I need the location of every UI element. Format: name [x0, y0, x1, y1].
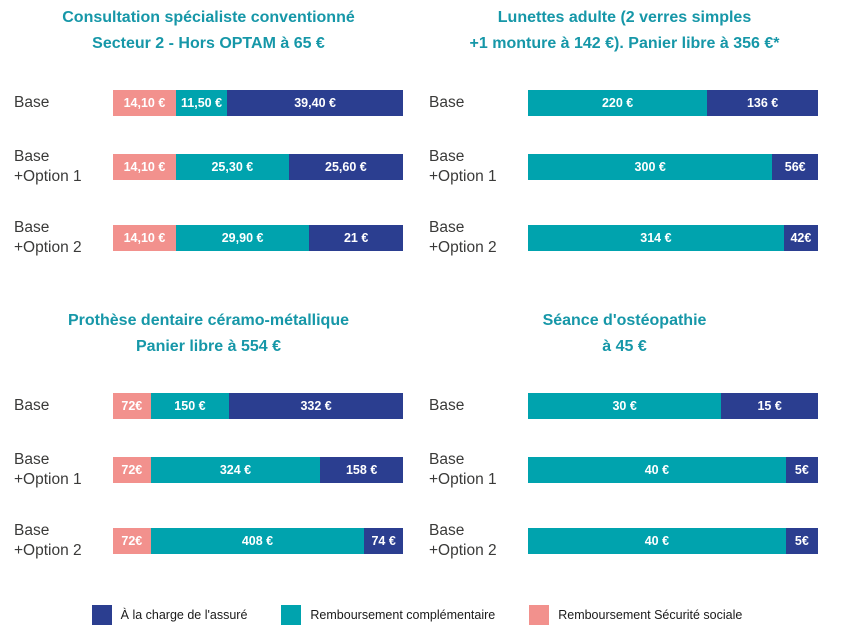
row-label: Base [14, 397, 50, 414]
bar-segment-complementaire: 408 € [150, 528, 365, 554]
chart-title: Consultation spécialiste conventionné Se… [14, 5, 403, 57]
chart-row: Base +Option 2 314 €42€ [429, 218, 820, 258]
bar-segment-assure: 136 € [707, 90, 818, 116]
stacked-bar: 14,10 €29,90 €21 € [113, 225, 403, 251]
chart-title: Prothèse dentaire céramo-métallique Pani… [14, 308, 403, 360]
bar-segment-assure: 5€ [785, 528, 818, 554]
stacked-bar: 72€ 408 €74 € [113, 528, 403, 554]
bar-segment-secu: 14,10 € [113, 90, 176, 116]
chart-title-line: Lunettes adulte (2 verres simples [497, 9, 752, 26]
stacked-bar: 14,10 €25,30 €25,60 € [113, 154, 403, 180]
bar-segment-assure: 39,40 € [227, 90, 403, 116]
chart-row: Base +Option 1 300 €56€ [429, 147, 820, 187]
bar-segment-complementaire: 11,50 € [175, 90, 228, 116]
chart-row: Base +Option 2 40 €5€ [429, 521, 820, 561]
chart-row: Base +Option 1 40 €5€ [429, 450, 820, 490]
charts-grid: Consultation spécialiste conventionné Se… [14, 5, 820, 561]
legend-label: Remboursement complémentaire [310, 608, 496, 622]
bar-segment-assure: 5€ [785, 457, 818, 483]
bar-segment-complementaire: 324 € [150, 457, 321, 483]
chart-title: Séance d'ostéopathie à 45 € [429, 308, 820, 360]
stacked-bar: 314 €42€ [528, 225, 818, 251]
chart-row: Base +Option 1 14,10 €25,30 €25,60 € [14, 147, 403, 187]
stacked-bar: 72€ 324 €158 € [113, 457, 403, 483]
legend: À la charge de l'assuré Remboursement co… [14, 605, 820, 625]
bar-segment-secu: 14,10 € [113, 225, 176, 251]
chart-row: Base 30 €15 € [429, 393, 820, 419]
row-label: Base +Option 2 [14, 219, 82, 256]
legend-swatch-secu [529, 605, 550, 625]
chart-rows: Base 72€ 150 €332 € Base +Option 1 72€ 324 €15… [14, 393, 403, 561]
chart-row: Base 72€ 150 €332 € [14, 393, 403, 419]
chart-row: Base +Option 2 14,10 €29,90 €21 € [14, 218, 403, 258]
bar-segment-secu: 72€ [113, 457, 151, 483]
chart-title-line: à 45 € [602, 338, 647, 355]
legend-item-secu: Remboursement Sécurité sociale [529, 605, 742, 625]
legend-swatch-assure [91, 605, 112, 625]
bar-segment-complementaire: 40 € [528, 528, 786, 554]
chart-lunettes-adulte: Lunettes adulte (2 verres simples +1 mon… [429, 5, 820, 258]
bar-segment-secu: 72€ [113, 528, 151, 554]
chart-prothese-dentaire: Prothèse dentaire céramo-métallique Pani… [14, 308, 403, 561]
chart-rows: Base 14,10 €11,50 €39,40 € Base +Option 1 14… [14, 90, 403, 258]
bar-segment-assure: 42€ [783, 225, 818, 251]
bar-segment-complementaire: 30 € [528, 393, 722, 419]
chart-title-line: Prothèse dentaire céramo-métallique [68, 312, 349, 329]
bar-segment-complementaire: 220 € [528, 90, 708, 116]
stacked-bar: 40 €5€ [528, 457, 818, 483]
chart-title: Lunettes adulte (2 verres simples +1 mon… [429, 5, 820, 57]
row-label: Base [429, 94, 465, 111]
bar-segment-complementaire: 40 € [528, 457, 786, 483]
stacked-bar: 220 €136 € [528, 90, 818, 116]
chart-row: Base 220 €136 € [429, 90, 820, 116]
bar-segment-assure: 21 € [309, 225, 403, 251]
bar-segment-secu: 72€ [113, 393, 151, 419]
chart-row: Base +Option 2 72€ 408 €74 € [14, 521, 403, 561]
chart-title-line: Panier libre à 554 € [136, 338, 281, 355]
legend-item-assure: À la charge de l'assuré [91, 605, 248, 625]
chart-title-line: Secteur 2 - Hors OPTAM à 65 € [92, 35, 325, 52]
bar-segment-assure: 25,60 € [288, 154, 403, 180]
chart-rows: Base 220 €136 € Base +Option 1 300 €56€ Base +… [429, 90, 820, 258]
bar-segment-complementaire: 29,90 € [175, 225, 310, 251]
chart-row: Base +Option 1 72€ 324 €158 € [14, 450, 403, 490]
chart-rows: Base 30 €15 € Base +Option 1 40 €5€ Base +Opti… [429, 393, 820, 561]
row-label: Base +Option 2 [14, 522, 82, 559]
chart-title-line: Séance d'ostéopathie [542, 312, 707, 329]
row-label: Base +Option 1 [14, 451, 82, 488]
stacked-bar: 30 €15 € [528, 393, 818, 419]
bar-segment-assure: 15 € [721, 393, 818, 419]
row-label: Base +Option 1 [429, 148, 497, 185]
chart-title-line: Consultation spécialiste conventionné [62, 9, 355, 26]
row-label: Base [429, 397, 465, 414]
stacked-bar: 72€ 150 €332 € [113, 393, 403, 419]
bar-segment-complementaire: 300 € [528, 154, 773, 180]
row-label: Base +Option 1 [429, 451, 497, 488]
legend-label: À la charge de l'assuré [120, 608, 248, 622]
row-label: Base [14, 94, 50, 111]
bar-segment-complementaire: 314 € [528, 225, 784, 251]
bar-segment-secu: 14,10 € [113, 154, 176, 180]
bar-segment-assure: 158 € [320, 457, 403, 483]
stacked-bar: 14,10 €11,50 €39,40 € [113, 90, 403, 116]
legend-label: Remboursement Sécurité sociale [558, 608, 743, 622]
bar-segment-assure: 74 € [364, 528, 403, 554]
row-label: Base +Option 2 [429, 219, 497, 256]
chart-row: Base 14,10 €11,50 €39,40 € [14, 90, 403, 116]
bar-segment-complementaire: 150 € [150, 393, 230, 419]
legend-swatch-complementaire [281, 605, 302, 625]
bar-segment-assure: 332 € [229, 393, 403, 419]
chart-title-line: +1 monture à 142 €). Panier libre à 356 … [469, 35, 780, 52]
bar-segment-assure: 56€ [772, 154, 818, 180]
chart-seance-osteopathie: Séance d'ostéopathie à 45 € Base 30 €15 €… [429, 308, 820, 561]
legend-item-complementaire: Remboursement complémentaire [281, 605, 495, 625]
chart-consultation-specialiste: Consultation spécialiste conventionné Se… [14, 5, 403, 258]
bar-segment-complementaire: 25,30 € [175, 154, 289, 180]
stacked-bar: 40 €5€ [528, 528, 818, 554]
row-label: Base +Option 2 [429, 522, 497, 559]
stacked-bar: 300 €56€ [528, 154, 818, 180]
row-label: Base +Option 1 [14, 148, 82, 185]
